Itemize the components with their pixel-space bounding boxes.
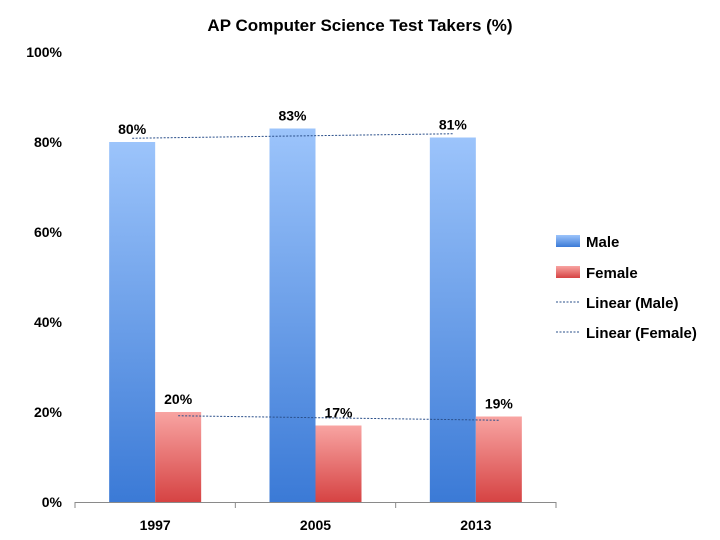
y-tick-label: 0%: [42, 494, 63, 510]
bar-female-1997: [155, 412, 202, 502]
x-axis-ticks: 1997 2005 2013: [74, 502, 557, 533]
bar-male-2005: [269, 128, 316, 502]
legend-swatch-male: [556, 235, 580, 247]
legend-swatch-female: [556, 266, 580, 278]
y-tick-label: 80%: [34, 134, 63, 150]
legend-label-linear-female: Linear (Female): [586, 325, 697, 342]
data-label-female-2013: 19%: [485, 396, 514, 412]
y-tick-label: 40%: [34, 314, 63, 330]
legend: Male Female Linear (Male) Linear (Female…: [556, 234, 697, 342]
data-label-female-1997: 20%: [164, 391, 193, 407]
trendline-female: [178, 415, 499, 421]
x-tick-label: 2013: [460, 517, 491, 533]
data-label-male-2005: 83%: [278, 108, 307, 124]
y-tick-label: 20%: [34, 404, 63, 420]
data-label-female-2005: 17%: [324, 405, 353, 421]
x-tick-label: 2005: [300, 517, 331, 533]
y-tick-label: 60%: [34, 224, 63, 240]
legend-label-female: Female: [586, 265, 638, 282]
data-labels-group: 80% 83% 81% 20% 17% 19%: [118, 108, 513, 421]
data-label-male-2013: 81%: [439, 117, 468, 133]
y-tick-label: 100%: [26, 44, 62, 60]
trendline-male: [132, 133, 453, 139]
chart-title: AP Computer Science Test Takers (%): [207, 16, 512, 35]
legend-label-male: Male: [586, 234, 619, 251]
bar-female-2013: [475, 416, 522, 502]
bar-female-2005: [315, 425, 362, 502]
bars-group: [109, 128, 522, 502]
bar-male-2013: [429, 137, 476, 502]
x-tick-label: 1997: [140, 517, 171, 533]
legend-label-linear-male: Linear (Male): [586, 295, 679, 312]
y-axis-ticks: 0% 20% 40% 60% 80% 100%: [26, 44, 62, 510]
trendlines-group: [132, 133, 499, 421]
bar-male-1997: [109, 142, 156, 502]
data-label-male-1997: 80%: [118, 121, 147, 137]
